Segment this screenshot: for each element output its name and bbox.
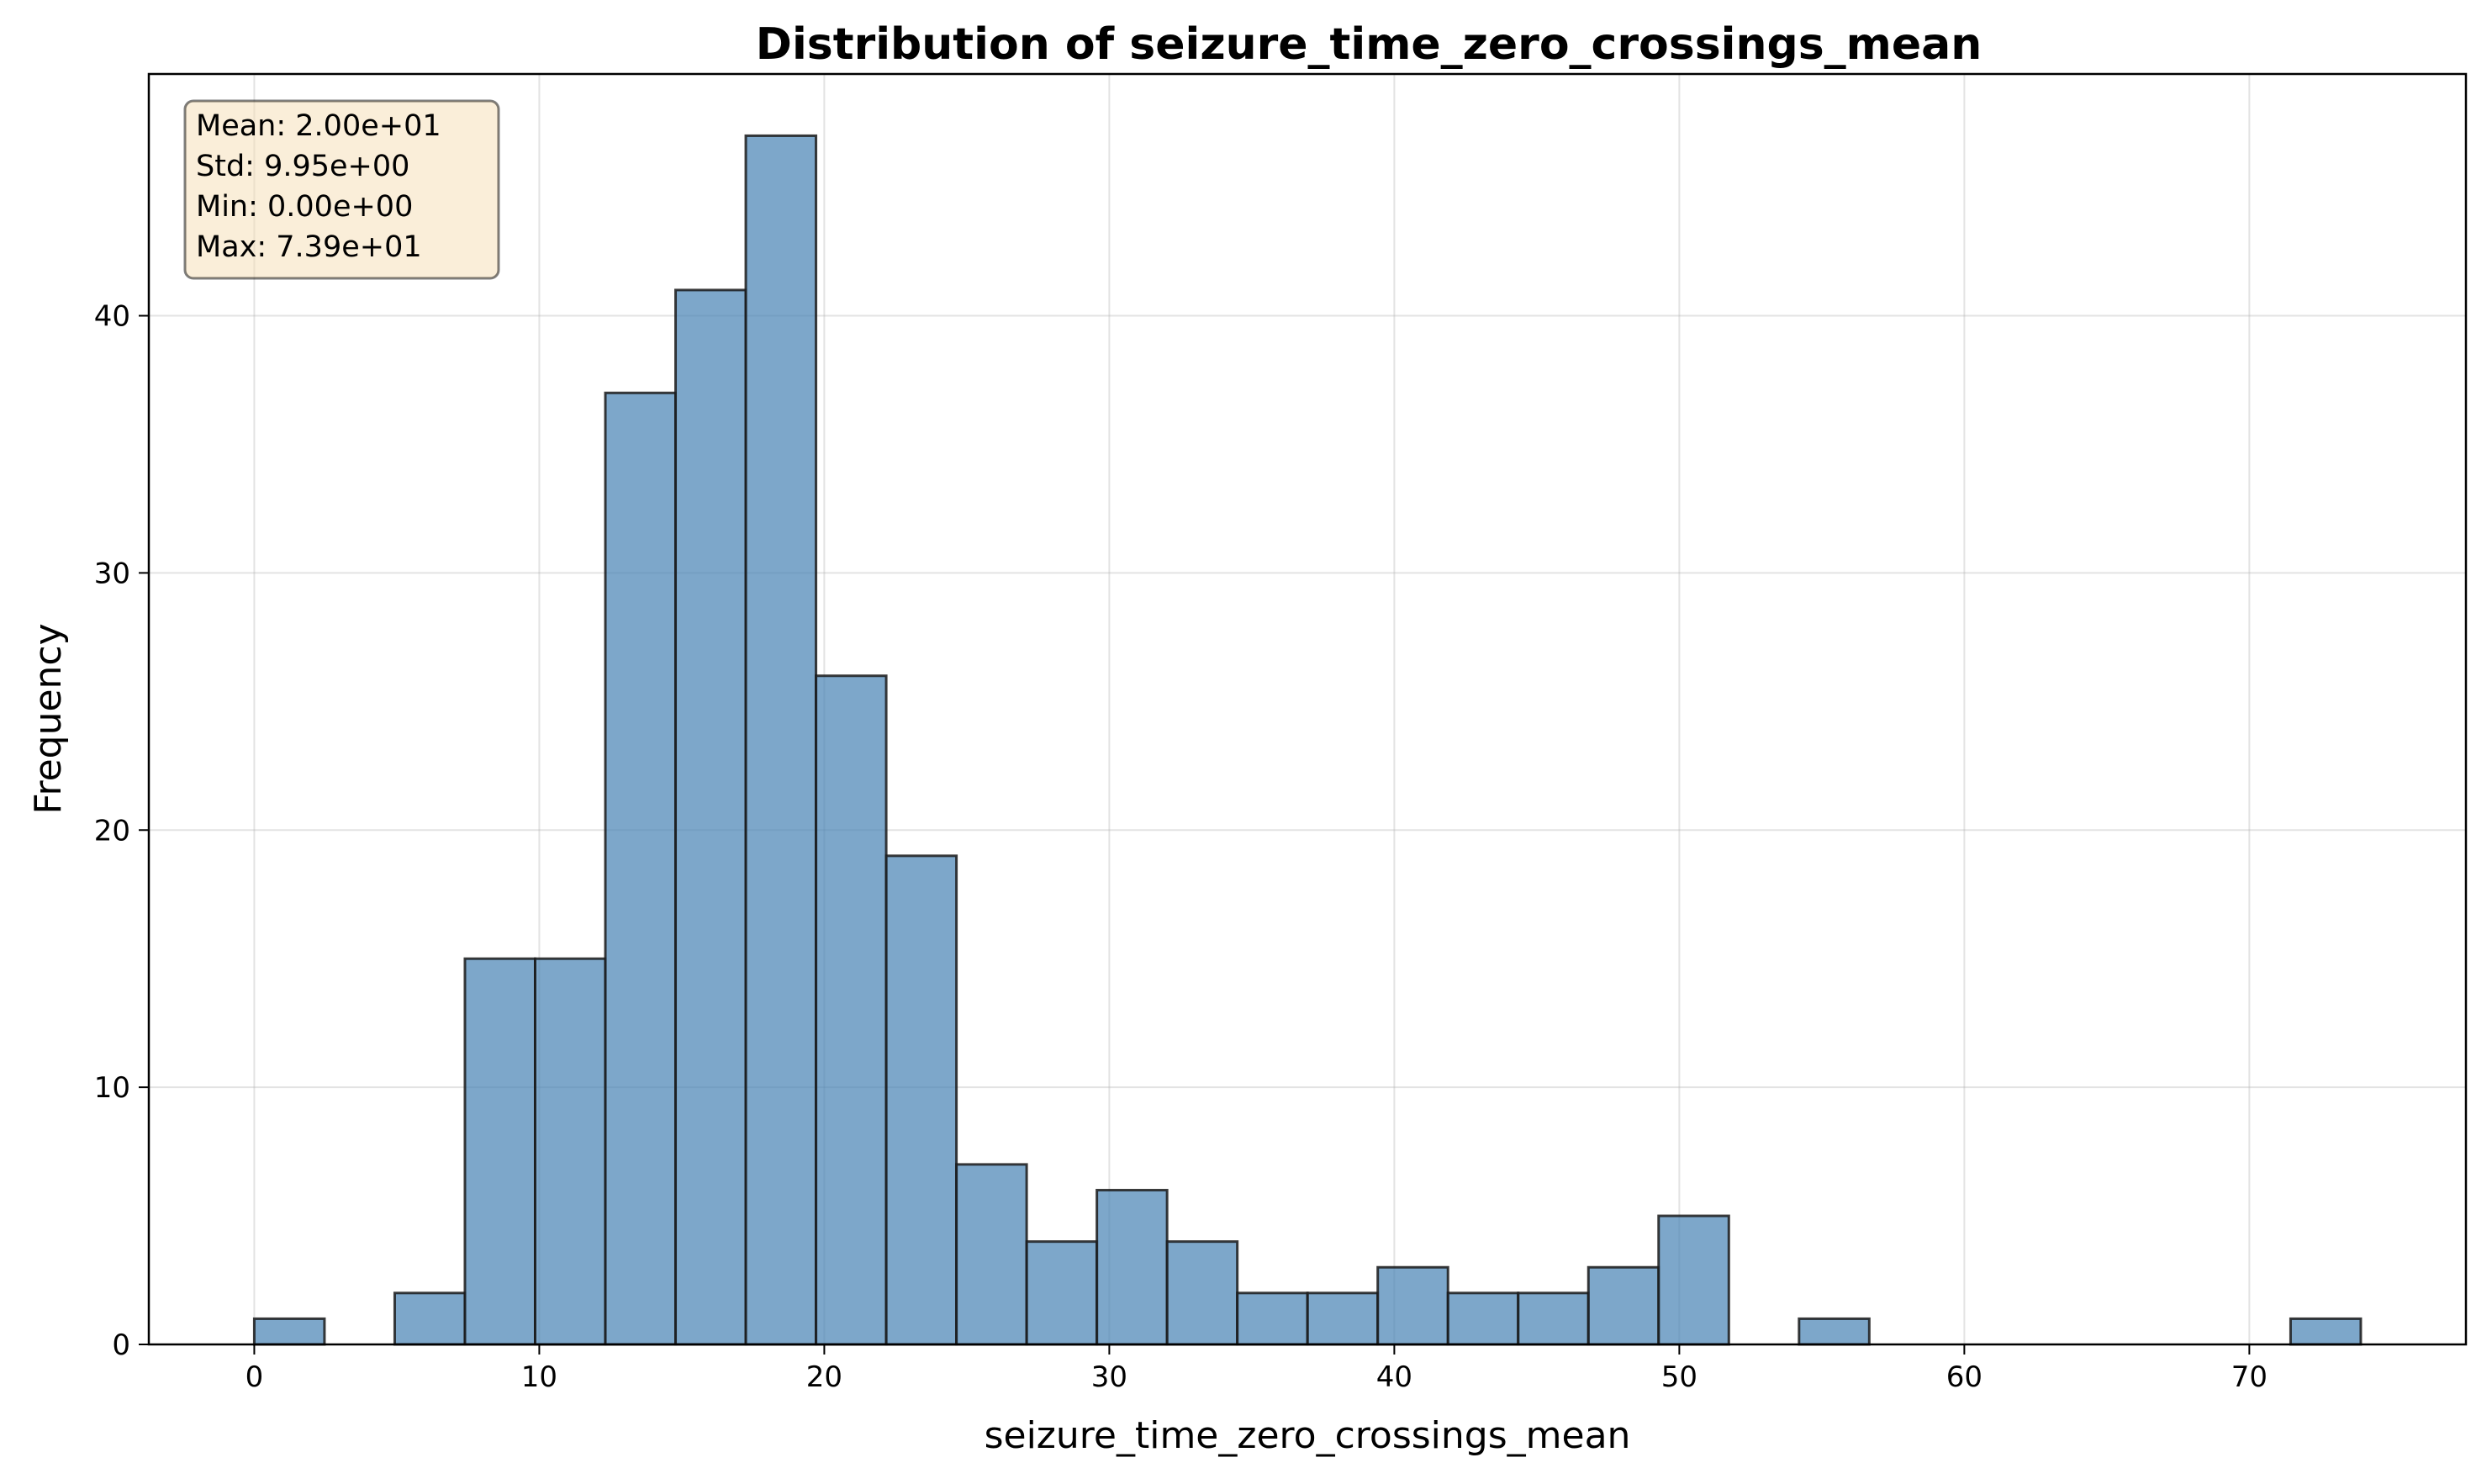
histogram-bar (1306, 1291, 1380, 1346)
histogram-bars (252, 134, 2363, 1346)
x-tick-label: 20 (806, 1360, 842, 1394)
x-axis-ticks: 0 10 20 30 40 50 60 70 (246, 1344, 2268, 1394)
x-tick-label: 50 (1661, 1360, 1697, 1394)
histogram-bar (1587, 1265, 1660, 1346)
histogram-bar (393, 1291, 467, 1346)
histogram-bar (884, 854, 958, 1346)
histogram-bar (1798, 1317, 1871, 1346)
x-tick-label: 70 (2231, 1360, 2268, 1394)
x-tick-label: 60 (1946, 1360, 1983, 1394)
histogram-bar (533, 957, 607, 1346)
histogram-bar (1236, 1291, 1309, 1346)
y-axis-label: Frequency (27, 623, 70, 814)
histogram-bar (1517, 1291, 1590, 1346)
plot-area-frame (147, 72, 2468, 1346)
histogram-bar (1657, 1214, 1730, 1346)
stats-mean: Mean: 2.00e+01 (196, 109, 441, 143)
histogram-bar (1376, 1265, 1449, 1346)
y-tick-label: 10 (94, 1071, 130, 1105)
stats-box-background (183, 99, 500, 280)
x-tick-label: 10 (521, 1360, 557, 1394)
y-tick-label: 20 (94, 814, 130, 848)
histogram-bar (1165, 1240, 1239, 1346)
x-axis-label: seizure_time_zero_crossings_mean (985, 1414, 1631, 1457)
stats-max: Max: 7.39e+01 (196, 230, 422, 264)
stats-min: Min: 0.00e+00 (196, 190, 413, 224)
histogram-bar (744, 134, 818, 1346)
histogram-bar (2289, 1317, 2363, 1346)
histogram-bar (604, 391, 678, 1346)
y-tick-label: 0 (112, 1328, 130, 1362)
x-tick-label: 0 (246, 1360, 264, 1394)
histogram-bar (815, 674, 888, 1346)
histogram-bar (463, 957, 536, 1346)
histogram-bar (1096, 1188, 1169, 1346)
histogram-bar (674, 288, 747, 1346)
histogram-bar (1446, 1291, 1520, 1346)
x-tick-label: 40 (1376, 1360, 1412, 1394)
y-tick-label: 40 (94, 300, 130, 334)
stats-std: Std: 9.95e+00 (196, 150, 409, 183)
x-tick-label: 30 (1091, 1360, 1127, 1394)
stats-box: Mean: 2.00e+01 Std: 9.95e+00 Min: 0.00e+… (183, 99, 500, 280)
y-axis-ticks: 0 10 20 30 40 (94, 300, 149, 1362)
y-tick-label: 30 (94, 557, 130, 590)
histogram-bar (1025, 1240, 1099, 1346)
histogram-bar (955, 1163, 1028, 1346)
histogram-bar (252, 1317, 326, 1346)
chart-title: Distribution of seizure_time_zero_crossi… (756, 19, 1982, 70)
